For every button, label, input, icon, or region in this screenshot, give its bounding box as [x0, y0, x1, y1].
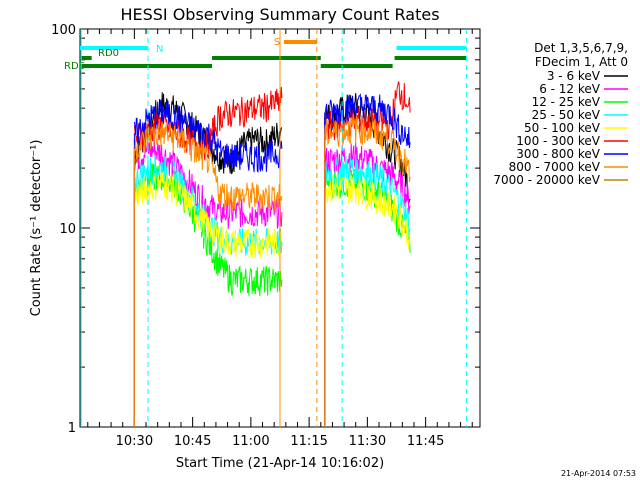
legend: Det 1,3,5,6,7,9, FDecim 1, Att 0 3 - 6 k…: [493, 41, 628, 187]
x-tick-label: 11:15: [290, 434, 327, 449]
footer-timestamp: 21-Apr-2014 07:53: [561, 469, 636, 478]
ticks-layer: 10:30 10:45 11:00 11:15 11:30 11:45 1 10 100: [51, 23, 480, 449]
y-tick-label: 1: [68, 421, 76, 436]
legend-entry-label: 7000 - 20000 keV: [493, 173, 600, 187]
series-line: [324, 115, 411, 183]
y-tick-label: 100: [51, 23, 76, 38]
x-tick-label: 11:00: [232, 434, 269, 449]
legend-entry-label: 50 - 100 keV: [524, 121, 601, 135]
series-layer: [133, 80, 411, 427]
legend-entry-label: 6 - 12 keV: [539, 82, 601, 96]
series-line: [324, 174, 411, 251]
flag-label-rd0: RD0: [98, 48, 119, 59]
series-line: [324, 154, 411, 238]
vertical-marker-lines: [80, 29, 467, 427]
legend-entry-label: 25 - 50 keV: [532, 108, 601, 122]
series-line: [133, 139, 283, 229]
x-tick-label: 11:30: [349, 434, 386, 449]
legend-entry-label: 3 - 6 keV: [547, 69, 601, 83]
legend-header-line-2: FDecim 1, Att 0: [535, 55, 628, 69]
legend-header-line-1: Det 1,3,5,6,7,9,: [534, 41, 628, 55]
flags-layer: N S RD0 RDS: [64, 37, 467, 72]
series-line: [324, 92, 411, 149]
flag-label-n: N: [156, 44, 163, 55]
x-axis-label: Start Time (21-Apr-14 10:16:02): [176, 456, 384, 471]
legend-entry-label: 12 - 25 keV: [532, 95, 601, 109]
chart-title: HESSI Observing Summary Count Rates: [120, 5, 439, 24]
series-line: [133, 172, 283, 259]
legend-entry-label: 100 - 300 keV: [516, 134, 600, 148]
flag-label-s: S: [274, 37, 280, 48]
series-line: [133, 99, 283, 173]
x-tick-label: 10:30: [116, 434, 153, 449]
series-line: [133, 92, 283, 175]
legend-entry-label: 800 - 7000 keV: [509, 160, 601, 174]
flag-label-rds: RDS: [64, 61, 85, 72]
x-tick-label: 11:45: [407, 434, 444, 449]
series-line: [134, 121, 283, 215]
y-axis-label: Count Rate (s⁻¹ detector⁻¹): [29, 140, 44, 317]
legend-entry-label: 300 - 800 keV: [516, 147, 600, 161]
x-tick-label: 10:45: [174, 434, 211, 449]
y-tick-label: 10: [59, 222, 76, 237]
